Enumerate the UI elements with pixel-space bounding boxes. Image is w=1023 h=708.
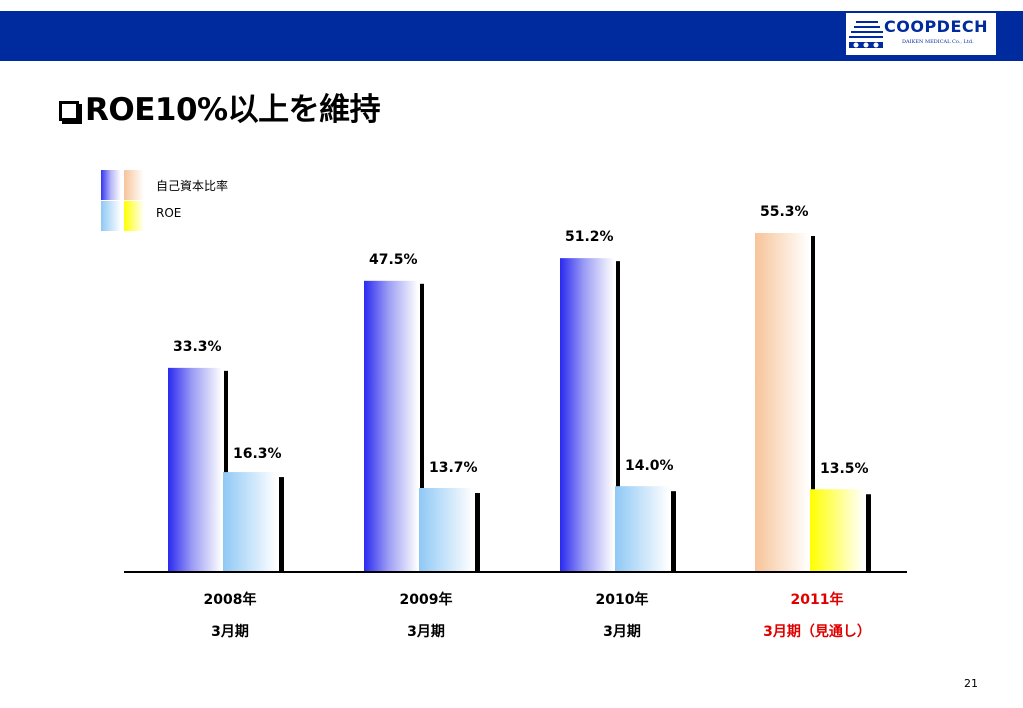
category-year-label: 2008年 bbox=[204, 591, 257, 608]
category-year-label: 2010年 bbox=[596, 591, 649, 608]
roe-value-label: 13.7% bbox=[429, 460, 478, 476]
equity-value-label: 47.5% bbox=[369, 252, 418, 268]
equity-bar-2011 bbox=[755, 233, 809, 572]
category-year-label: 2009年 bbox=[400, 591, 453, 608]
category-period-label: 3月期 bbox=[407, 624, 445, 640]
roe-bar-2011 bbox=[810, 489, 864, 572]
equity-bar-2009 bbox=[364, 280, 418, 572]
legend-swatch-equity-forecast bbox=[124, 170, 144, 200]
equity-value-label: 55.3% bbox=[760, 204, 809, 220]
roe-value-label: 16.3% bbox=[233, 446, 282, 462]
category-period-label: 3月期（見通し） bbox=[763, 624, 871, 640]
roe-value-label: 14.0% bbox=[625, 458, 674, 474]
category-period-label: 3月期 bbox=[603, 624, 641, 640]
equity-bar-shadow bbox=[224, 370, 228, 572]
logo-mark-icon bbox=[849, 21, 883, 48]
company-logo: COOPDECH DAIKEN MEDICAL Co., Ltd. bbox=[846, 13, 996, 55]
roe-bar-shadow bbox=[475, 493, 480, 572]
equity-bar-2010 bbox=[560, 258, 614, 572]
page-number: 21 bbox=[964, 677, 978, 690]
roe-bar-shadow bbox=[866, 494, 871, 572]
equity-bar-shadow bbox=[616, 261, 620, 572]
roe-bar-shadow bbox=[279, 477, 284, 572]
slide-title: ROE10%以上を維持 bbox=[59, 84, 381, 129]
legend-swatch-equity-actual bbox=[101, 170, 121, 200]
equity-value-label: 33.3% bbox=[173, 339, 222, 355]
logo-subtext: DAIKEN MEDICAL Co., Ltd. bbox=[902, 39, 974, 45]
roe-bar-2008 bbox=[223, 472, 277, 572]
roe-bar-2009 bbox=[419, 488, 473, 572]
equity-bar-shadow bbox=[811, 236, 815, 572]
checkbox-bullet-icon bbox=[59, 101, 79, 121]
equity-value-label: 51.2% bbox=[565, 229, 614, 245]
legend-label-equity: 自己資本比率 bbox=[156, 179, 229, 193]
roe-bar-2010 bbox=[615, 486, 669, 572]
equity-bar-shadow bbox=[420, 283, 424, 572]
legend-swatch-roe-actual bbox=[101, 201, 121, 231]
slide-title-text: ROE10%以上を維持 bbox=[85, 92, 381, 128]
legend-label-roe: ROE bbox=[156, 206, 182, 220]
equity-bar-2008 bbox=[168, 367, 222, 572]
logo-wordmark: COOPDECH bbox=[884, 17, 989, 36]
roe-bar-shadow bbox=[671, 491, 676, 572]
roe-value-label: 13.5% bbox=[820, 461, 869, 477]
category-year-label: 2011年 bbox=[791, 591, 844, 608]
legend-swatch-roe-forecast bbox=[124, 201, 144, 231]
category-period-label: 3月期 bbox=[211, 624, 249, 640]
